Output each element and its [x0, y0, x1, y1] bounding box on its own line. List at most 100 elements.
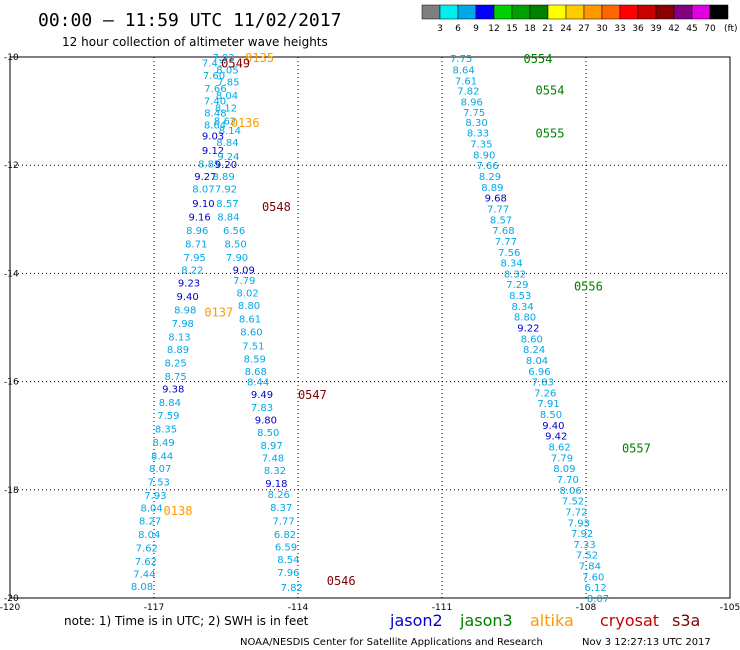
- legend-item-jason2: jason2: [389, 611, 443, 630]
- wave-height-value: 7.35: [470, 140, 492, 151]
- legend-item-cryosat: cryosat: [600, 611, 659, 630]
- y-tick-label: -16: [4, 378, 19, 388]
- wave-height-value: 8.44: [247, 378, 269, 389]
- footer-note: note: 1) Time is in UTC; 2) SWH is in fe…: [64, 614, 309, 628]
- wave-height-value: 8.27: [139, 517, 161, 528]
- color-scale-label: 42: [668, 24, 679, 34]
- pass-time-label: 0554: [536, 83, 565, 97]
- color-swatch: [655, 4, 675, 20]
- wave-height-value: 8.62: [214, 116, 236, 127]
- wave-height-value: 8.34: [512, 302, 534, 313]
- color-swatch: [619, 4, 639, 20]
- wave-height-value: 7.90: [226, 253, 248, 264]
- wave-height-value: 7.52: [576, 551, 598, 562]
- pass-time-label: 0557: [622, 442, 651, 456]
- wave-height-value: 8.44: [151, 452, 173, 463]
- wave-height-value: 8.04: [140, 504, 162, 515]
- color-swatch: [457, 4, 477, 20]
- y-axis-ticks: -10 -12 -14 -16 -18 -20: [4, 53, 19, 604]
- wave-height-value: 8.50: [257, 428, 279, 439]
- wave-height-value: 6.82: [274, 530, 296, 541]
- wave-height-value: 8.50: [540, 410, 562, 421]
- wave-height-value: 7.56: [498, 248, 520, 259]
- wave-height-value: 8.35: [155, 425, 177, 436]
- wave-height-value: 7.95: [184, 253, 206, 264]
- wave-height-value: 8.57: [216, 199, 238, 210]
- wave-height-value: 7.75: [450, 54, 472, 65]
- wave-height-value: 7.75: [463, 108, 485, 119]
- wave-height-value: 7.62: [136, 544, 158, 555]
- wave-height-value: 7.93: [144, 491, 166, 502]
- pass-time-label: 0135: [245, 51, 274, 65]
- wave-height-value: 7.93: [568, 518, 590, 529]
- wave-height-value: 7.79: [233, 276, 255, 287]
- wave-height-value: 7.68: [492, 226, 514, 237]
- wave-height-value: 7.60: [203, 71, 225, 82]
- wave-height-value: 8.64: [204, 121, 226, 132]
- y-tick-label: -10: [4, 53, 19, 63]
- wave-height-value: 8.13: [168, 333, 190, 344]
- color-swatch: [493, 4, 513, 20]
- wave-height-value: 9.38: [162, 385, 184, 396]
- color-swatch: [673, 4, 693, 20]
- color-swatch: [691, 4, 711, 20]
- wave-height-value: 8.62: [548, 443, 570, 454]
- wave-height-value: 8.59: [244, 354, 266, 365]
- wave-height-value: 7.61: [455, 76, 477, 87]
- color-scale-label: 6: [455, 24, 461, 34]
- wave-height-value: 7.82: [281, 583, 303, 594]
- color-scale-label: 12: [488, 24, 499, 34]
- wave-height-value: 8.98: [174, 306, 196, 317]
- color-scale-label: 39: [650, 24, 662, 34]
- wave-height-value: 7.77: [272, 517, 294, 528]
- pass-time-label: 0547: [298, 388, 327, 402]
- wave-height-value: 9.40: [176, 292, 198, 303]
- wave-height-value: 7.85: [217, 77, 239, 88]
- wave-height-value: 9.24: [217, 152, 239, 163]
- wave-height-value: 8.57: [490, 215, 512, 226]
- wave-height-marks: 7.927.438.057.607.857.668.047.408.128.48…: [131, 53, 609, 605]
- wave-height-value: 8.89: [167, 345, 189, 356]
- wave-height-value: 8.14: [219, 126, 241, 137]
- wave-height-value: 8.02: [236, 288, 258, 299]
- legend-item-jason3: jason3: [459, 611, 513, 630]
- wave-height-value: 9.10: [192, 199, 214, 210]
- x-tick-label: -120: [0, 603, 20, 613]
- wave-height-value: 8.08: [131, 582, 153, 593]
- wave-height-value: 9.12: [202, 146, 224, 157]
- wave-height-value: 7.77: [487, 204, 509, 215]
- wave-height-value: 8.07: [149, 464, 171, 475]
- wave-height-value: 7.60: [582, 572, 604, 583]
- wave-height-value: 7.51: [242, 341, 264, 352]
- pass-time-label: 0554: [524, 52, 553, 66]
- wave-height-value: 9.18: [265, 479, 287, 490]
- y-tick-label: -12: [4, 161, 19, 171]
- pass-time-label: 0548: [262, 200, 291, 214]
- wave-height-value: 8.32: [504, 269, 526, 280]
- wave-height-value: 8.04: [138, 530, 160, 541]
- x-tick-label: -105: [720, 603, 740, 613]
- color-scale-label: 27: [578, 24, 589, 34]
- wave-height-value: 8.09: [553, 464, 575, 475]
- wave-height-value: 8.84: [159, 398, 181, 409]
- wave-height-value: 7.98: [172, 319, 194, 330]
- color-swatch: [511, 4, 531, 20]
- x-axis-ticks: -120 -117 -114 -111 -108 -105: [0, 603, 740, 613]
- wave-height-value: 8.89: [481, 183, 503, 194]
- color-scale-label: 18: [524, 24, 536, 34]
- wave-height-value: 7.33: [573, 540, 595, 551]
- wave-height-value: 7.29: [506, 280, 528, 291]
- wave-height-value: 9.22: [517, 324, 539, 335]
- legend-item-altika: altika: [530, 611, 574, 630]
- wave-height-value: 8.96: [461, 97, 483, 108]
- wave-height-value: 8.26: [268, 490, 290, 501]
- wave-height-value: 8.06: [560, 486, 582, 497]
- wave-height-value: 7.77: [495, 237, 517, 248]
- wave-height-value: 8.54: [277, 555, 299, 566]
- pass-time-label: 0556: [574, 279, 603, 293]
- wave-height-value: 8.25: [164, 359, 186, 370]
- color-swatch: [439, 4, 459, 20]
- wave-height-value: 7.40: [204, 96, 226, 107]
- wave-height-value: 6.56: [223, 226, 245, 237]
